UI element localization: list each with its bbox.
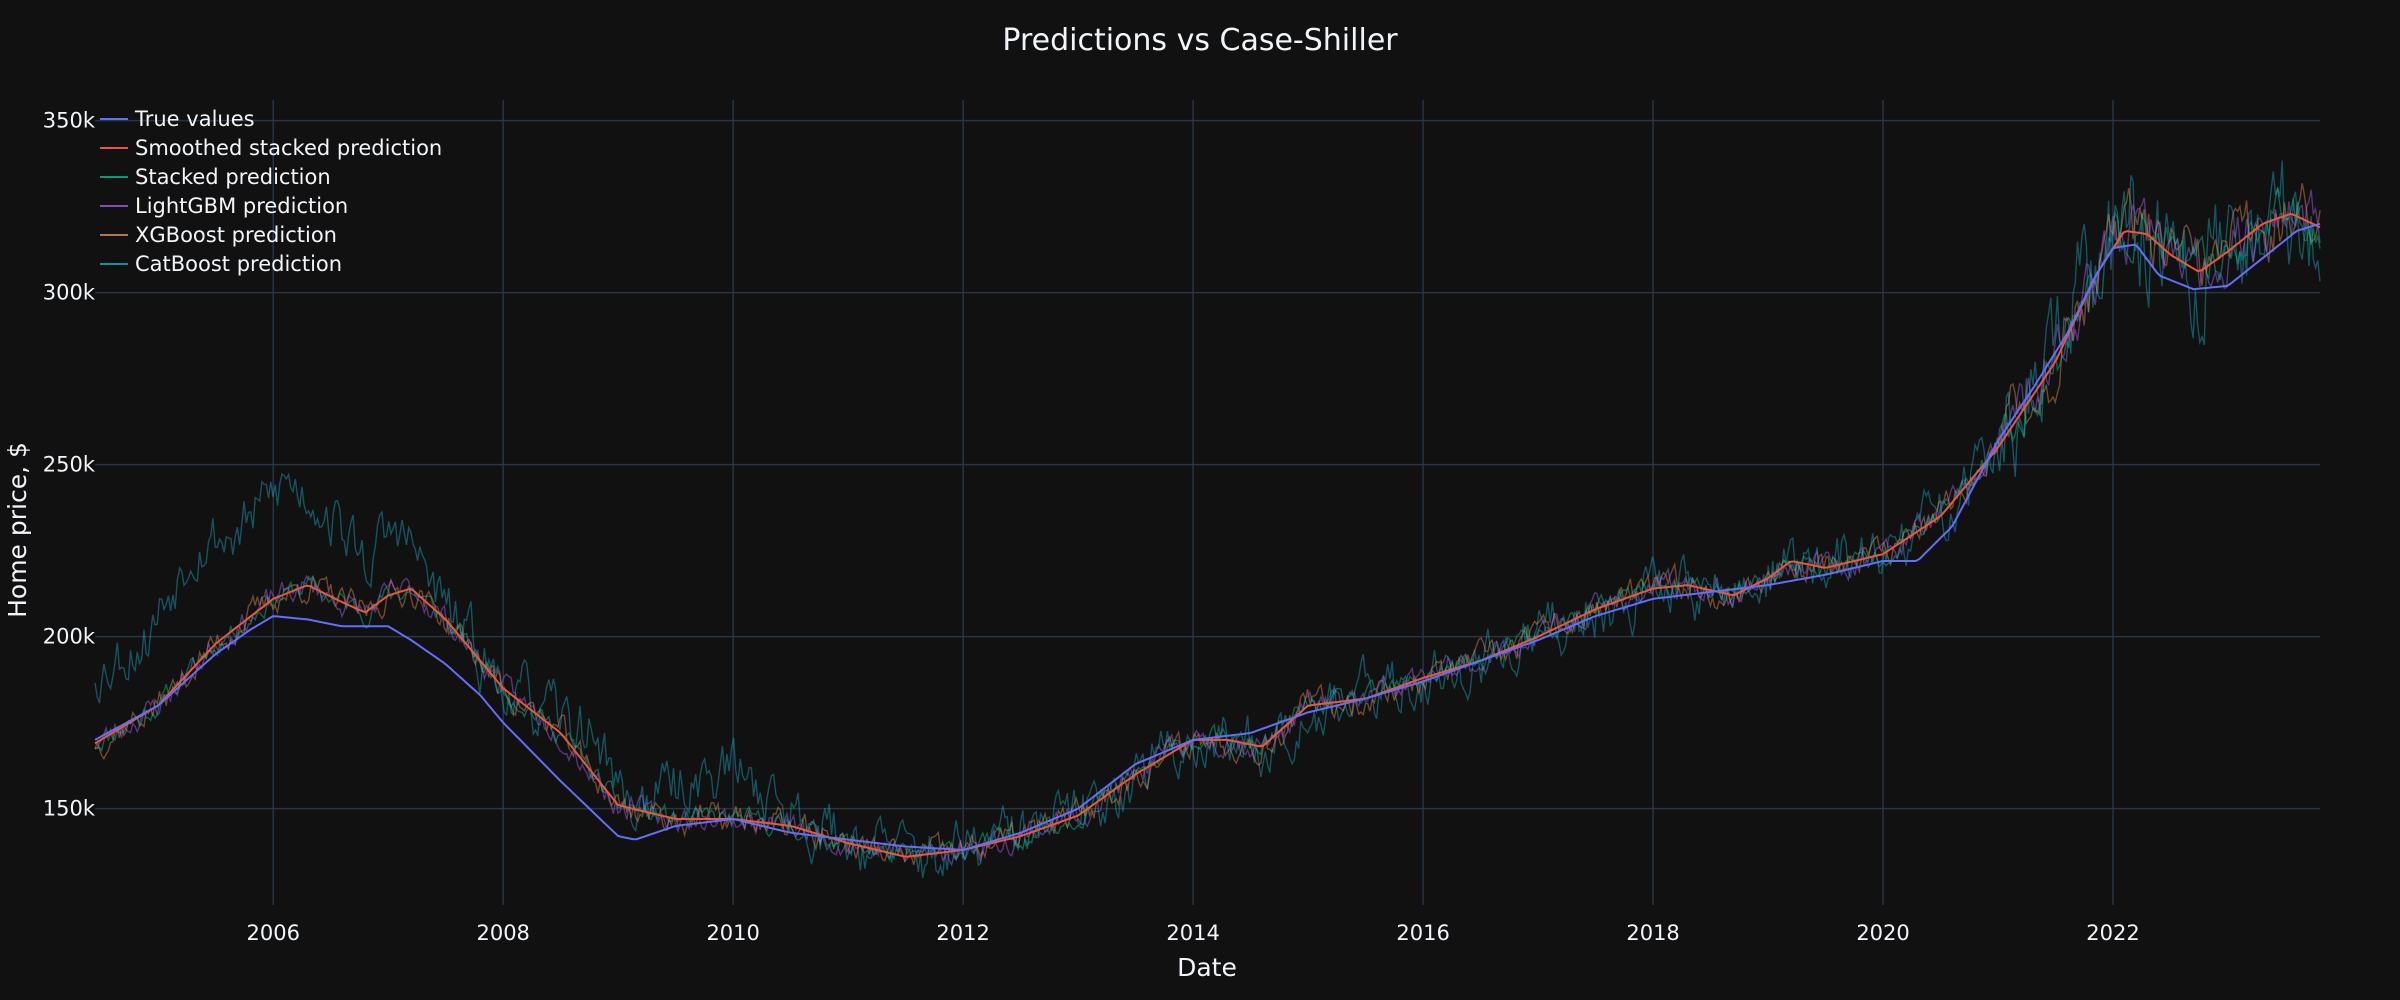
x-tick-label: 2012 [936, 921, 989, 945]
series-line-smoothed-stacked-prediction [94, 212, 2321, 858]
legend-item[interactable]: XGBoost prediction [100, 223, 337, 247]
series-line-catboost-prediction [94, 160, 2321, 879]
legend-item[interactable]: True values [100, 107, 255, 131]
legend-item[interactable]: Stacked prediction [100, 165, 331, 189]
x-tick-label: 2020 [1856, 921, 1909, 945]
y-tick-label: 150k [43, 797, 96, 821]
x-tick-label: 2010 [706, 921, 759, 945]
legend-label: Stacked prediction [135, 165, 331, 189]
y-tick-label: 350k [43, 109, 96, 133]
y-axis-ticks: 150k 200k 250k 300k 350k [43, 109, 96, 821]
y-tick-label: 250k [43, 453, 96, 477]
legend-label: LightGBM prediction [135, 194, 348, 218]
y-axis-title: Home price, $ [3, 442, 32, 618]
x-tick-label: 2022 [2086, 921, 2139, 945]
series-lines [94, 160, 2321, 879]
series-line-true-values [94, 222, 2321, 851]
grid [95, 100, 2320, 905]
legend[interactable]: True values Smoothed stacked prediction St… [100, 107, 442, 276]
y-tick-label: 300k [43, 281, 96, 305]
legend-label: CatBoost prediction [135, 252, 342, 276]
x-tick-label: 2008 [476, 921, 529, 945]
legend-label: True values [134, 107, 255, 131]
series-line-lightgbm-prediction [94, 189, 2321, 867]
x-tick-label: 2018 [1626, 921, 1679, 945]
legend-label: XGBoost prediction [135, 223, 337, 247]
legend-item[interactable]: CatBoost prediction [100, 252, 342, 276]
x-tick-label: 2006 [247, 921, 300, 945]
legend-item[interactable]: Smoothed stacked prediction [100, 136, 442, 160]
legend-item[interactable]: LightGBM prediction [100, 194, 348, 218]
y-tick-label: 200k [43, 625, 96, 649]
x-axis-ticks: 2006 2008 2010 2012 2014 2016 2018 2020 2022 [247, 921, 2140, 945]
x-tick-label: 2014 [1166, 921, 1219, 945]
legend-label: Smoothed stacked prediction [135, 136, 442, 160]
series-line-stacked-prediction [94, 187, 2321, 863]
chart-title: Predictions vs Case-Shiller [1002, 23, 1398, 58]
x-axis-title: Date [1177, 953, 1237, 982]
x-tick-label: 2016 [1396, 921, 1449, 945]
